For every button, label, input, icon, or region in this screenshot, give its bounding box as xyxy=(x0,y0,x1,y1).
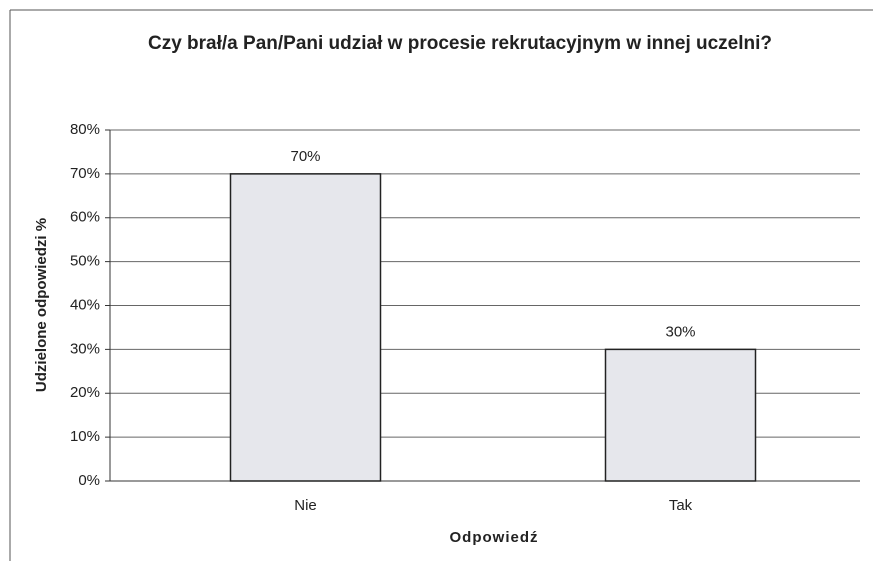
x-axis-title: Odpowiedź xyxy=(450,529,539,546)
chart-title: Czy brał/a Pan/Pani udział w procesie re… xyxy=(147,33,773,54)
y-tick-label: 70% xyxy=(70,165,100,182)
x-tick-label: Nie xyxy=(294,497,317,514)
bar xyxy=(604,348,757,482)
x-tick-label: Tak xyxy=(669,497,693,514)
y-tick-label: 10% xyxy=(70,428,100,445)
y-tick-label: 0% xyxy=(78,472,100,489)
data-label: 70% xyxy=(290,148,320,165)
y-tick-label: 30% xyxy=(70,340,100,357)
y-tick-label: 60% xyxy=(70,209,100,226)
data-label: 30% xyxy=(665,323,695,340)
y-axis-title: Udzielone odpowiedzi % xyxy=(33,218,50,392)
y-tick-label: 50% xyxy=(70,253,100,270)
y-tick-label: 40% xyxy=(70,296,100,313)
y-tick-label: 20% xyxy=(70,384,100,401)
y-tick-label: 80% xyxy=(70,121,100,138)
bar xyxy=(229,173,382,482)
